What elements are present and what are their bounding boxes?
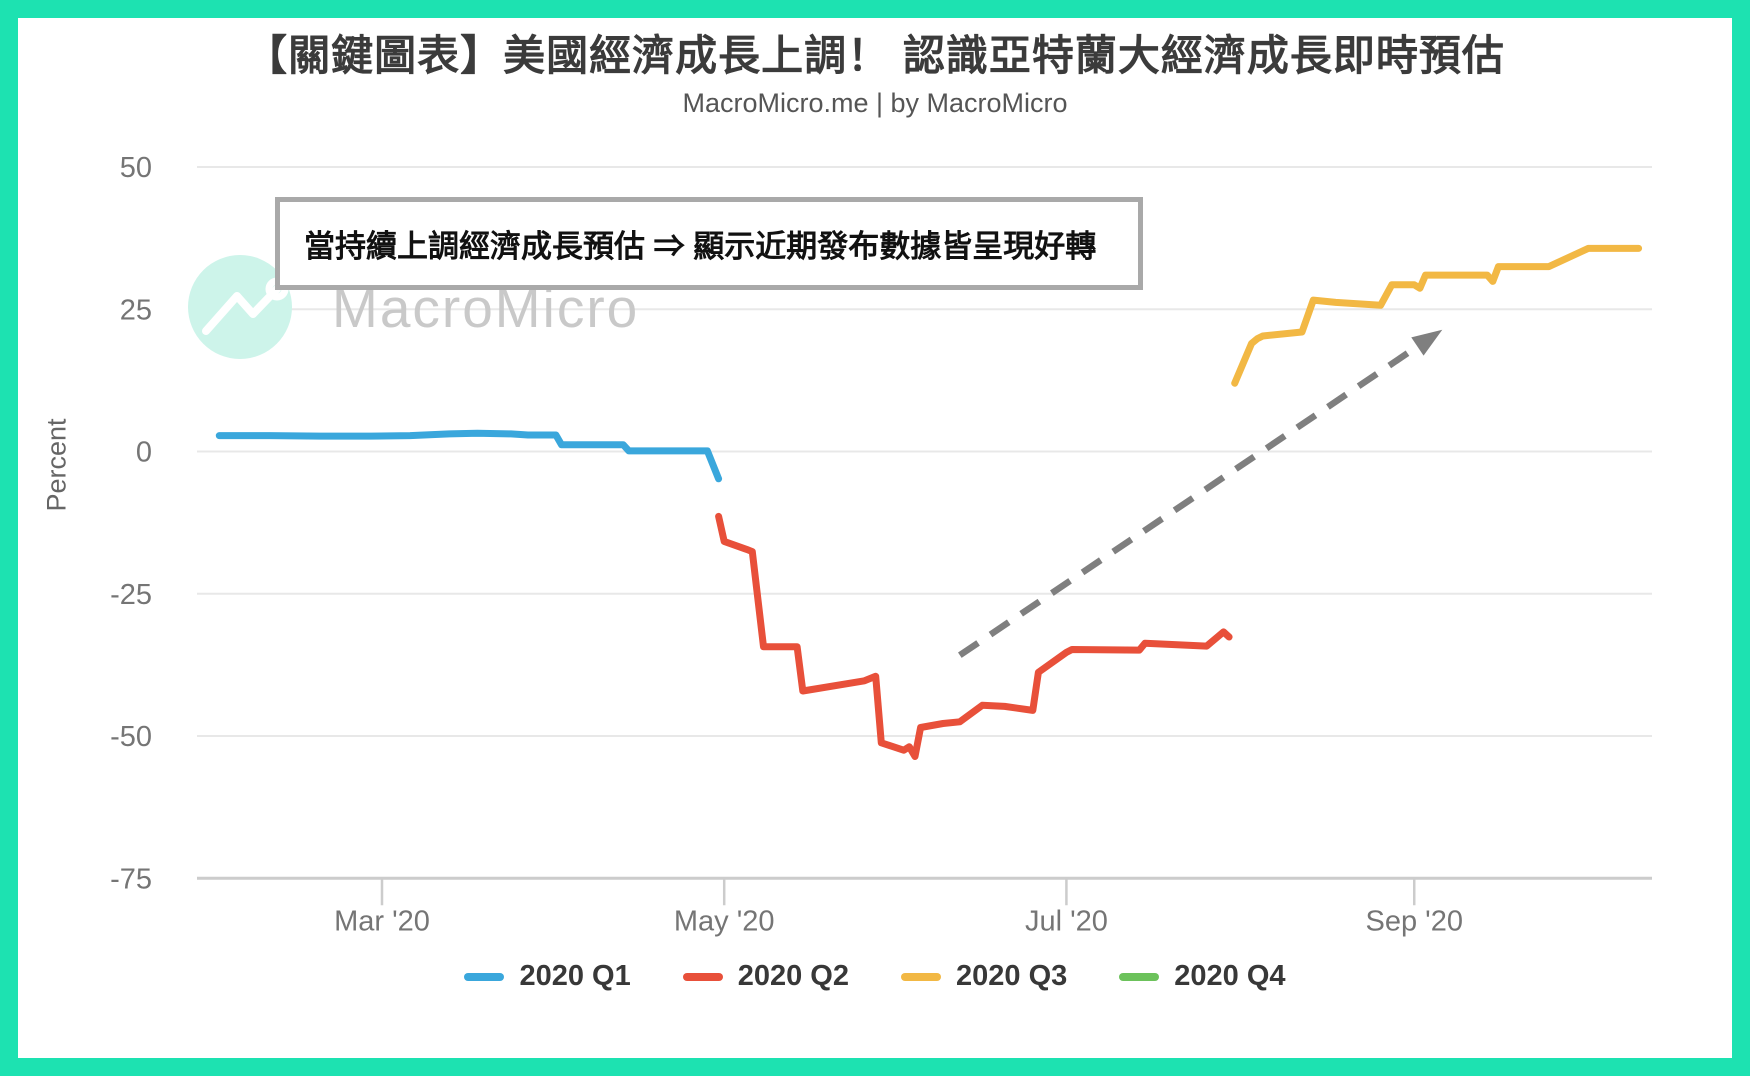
legend-swatch [464,972,505,981]
y-tick-label: 0 [136,437,152,469]
watermark-logo-icon [188,255,292,359]
chart-title: 【關鍵圖表】美國經濟成長上調！ 認識亞特蘭大經濟成長即時預估 [245,32,1505,79]
legend-swatch [1119,972,1160,981]
legend-swatch [682,972,723,981]
legend-item-2020-q3[interactable]: 2020 Q3 [901,960,1067,993]
x-tick-label: Mar '20 [334,905,430,937]
legend-label: 2020 Q4 [1174,960,1286,992]
series-line-2020-q2 [715,512,1233,760]
chart-background [18,18,1732,1058]
x-tick-label: Sep '20 [1366,905,1463,937]
y-tick-label: 25 [120,294,152,326]
annotation-text: 當持續上調經濟成長預估 ⇒ 顯示近期發布數據皆呈現好轉 [304,229,1097,264]
legend-item-2020-q2[interactable]: 2020 Q2 [682,960,849,993]
watermark-logo-icon [202,285,281,335]
legend-label: 2020 Q2 [737,960,849,992]
y-tick-label: -75 [110,863,152,895]
x-tick-label: Jul '20 [1025,905,1108,937]
legend-label: 2020 Q1 [519,960,631,992]
y-tick-label: -50 [110,721,152,753]
series-line-2020-q1 [215,429,723,483]
legend-label: 2020 Q3 [956,960,1068,992]
legend-item-2020-q1[interactable]: 2020 Q1 [464,960,631,993]
legend: 2020 Q1 2020 Q2 2020 Q3 2020 Q4 [0,960,1750,993]
trend-arrow-head [1411,329,1443,356]
y-tick-label: 50 [120,152,152,184]
legend-swatch [901,972,941,981]
legend-item-2020-q4[interactable]: 2020 Q4 [1119,960,1286,993]
trend-arrow [958,342,1421,658]
y-tick-label: -25 [110,579,152,611]
series-line-2020-q3 [1231,244,1643,387]
x-tick-label: May '20 [674,905,775,937]
annotation-box: 當持續上調經濟成長預估 ⇒ 顯示近期發布數據皆呈現好轉 [275,197,1143,290]
chart-subtitle: MacroMicro.me | by MacroMicro [682,88,1068,118]
